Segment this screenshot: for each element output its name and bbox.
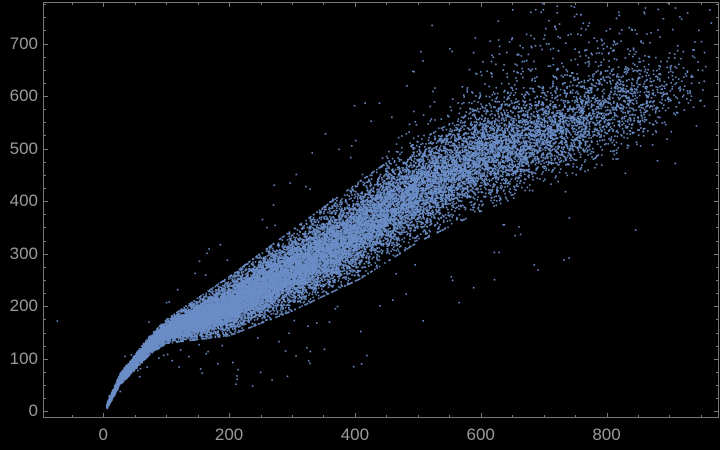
y-axis-tick-label: 600 bbox=[9, 86, 38, 106]
x-axis-tick-label: 400 bbox=[340, 425, 370, 444]
x-axis-tick-label: 200 bbox=[214, 425, 244, 444]
y-axis-tick-label: 400 bbox=[9, 191, 38, 211]
y-axis-tick-label: 300 bbox=[9, 243, 38, 263]
y-axis-tick-label: 200 bbox=[9, 296, 38, 316]
y-axis-tick-label: 100 bbox=[9, 348, 38, 368]
x-axis-tick-label: 600 bbox=[466, 425, 495, 444]
y-axis-tick-label: 500 bbox=[9, 138, 38, 158]
y-axis-tick-label: 0 bbox=[28, 401, 38, 421]
x-axis-tick-label: 0 bbox=[98, 425, 108, 444]
y-axis-tick-label: 700 bbox=[9, 33, 38, 53]
x-axis-tick-label: 800 bbox=[592, 425, 621, 444]
